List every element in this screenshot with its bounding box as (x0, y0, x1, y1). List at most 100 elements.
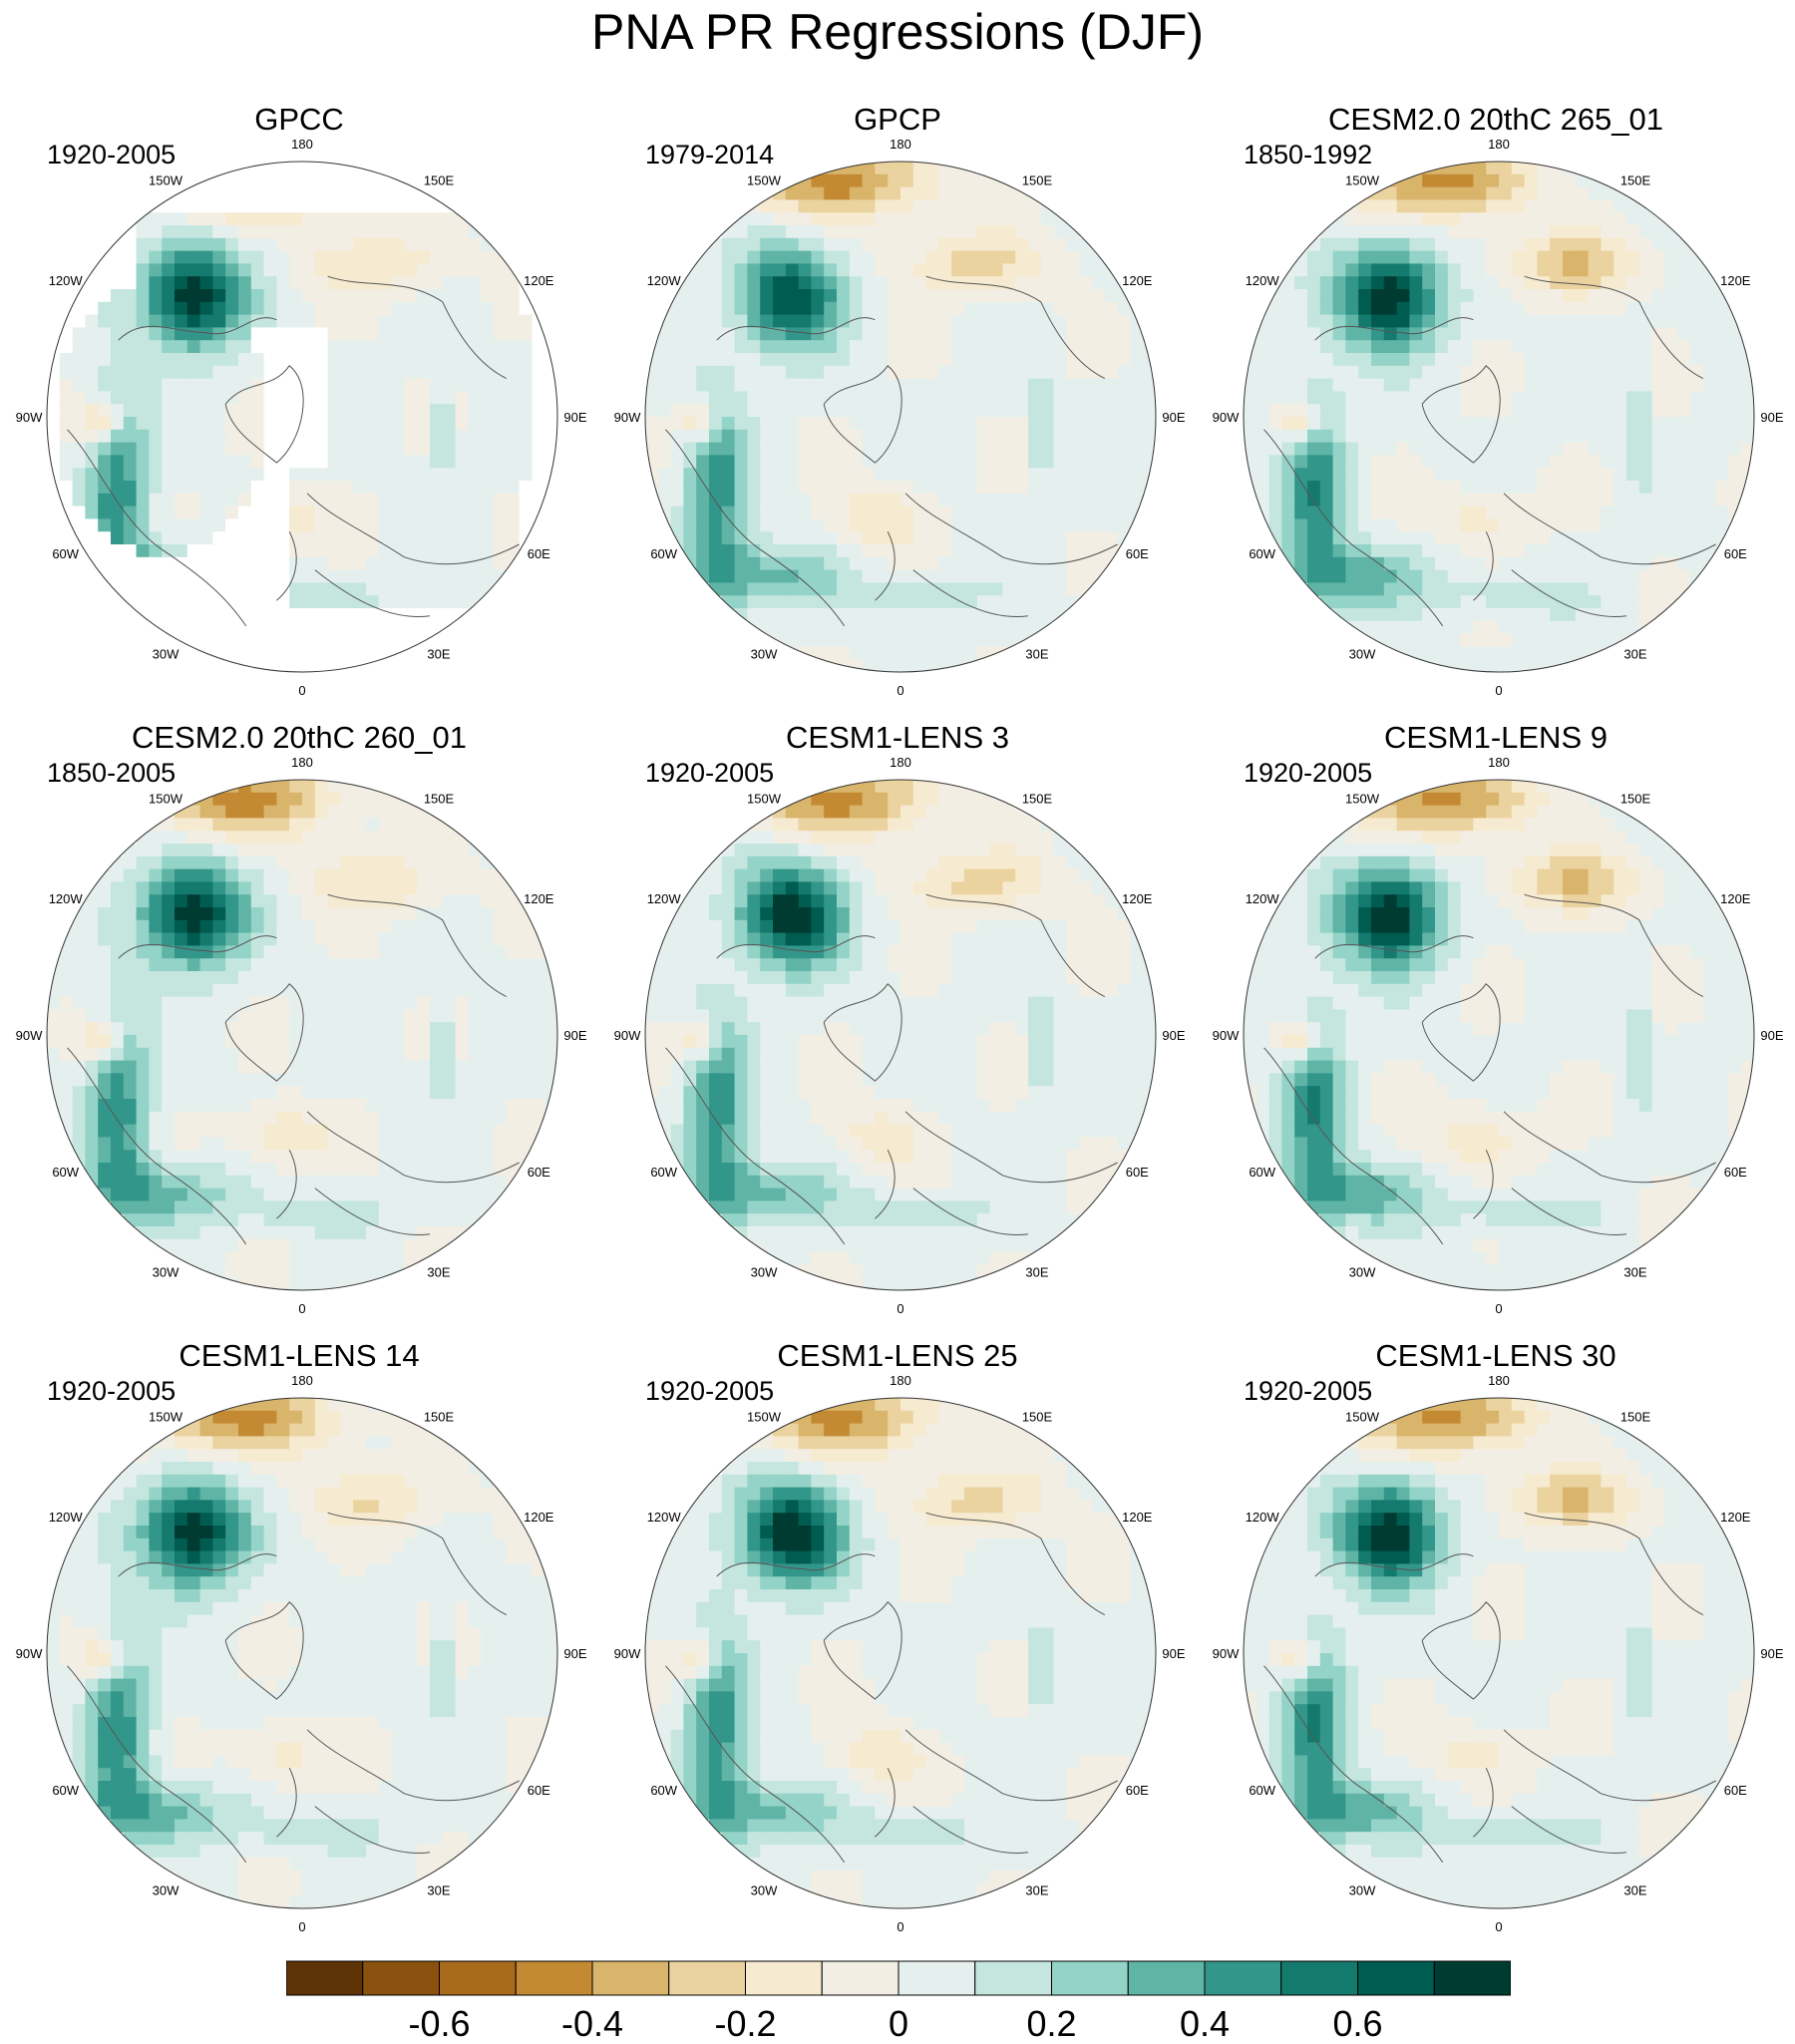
longitude-label: 30E (427, 646, 450, 661)
panel-title: CESM1-LENS 14 (0, 1336, 598, 1376)
panel-period: 1850-2005 (47, 756, 176, 790)
longitude-label: 150W (149, 1410, 183, 1425)
longitude-label: 60E (1724, 1165, 1747, 1180)
colorbar-bin (440, 1961, 517, 1995)
longitude-label: 60E (528, 546, 550, 561)
longitude-label: 90W (1213, 1028, 1240, 1043)
longitude-label: 90W (16, 1646, 43, 1661)
panel-period: 1920-2005 (1244, 756, 1372, 790)
longitude-label: 120E (524, 891, 554, 906)
longitude-label: 30W (1349, 646, 1376, 661)
colorbar-bin (746, 1961, 823, 1995)
longitude-label: 120E (1122, 273, 1153, 288)
longitude-label: 150W (747, 1410, 782, 1425)
longitude-label: 0 (298, 683, 305, 698)
longitude-label: 60W (650, 546, 677, 561)
colorbar-tick-label: 0.4 (1145, 2004, 1264, 2044)
panel-title: CESM2.0 20thC 260_01 (0, 718, 598, 758)
longitude-label: 0 (298, 1301, 305, 1316)
colorbar (286, 1960, 1511, 1996)
panel-title: CESM1-LENS 3 (598, 718, 1197, 758)
longitude-label: 60E (528, 1165, 550, 1180)
panel-period: 1920-2005 (47, 1374, 176, 1408)
longitude-label: 60E (528, 1783, 550, 1798)
longitude-label: 90W (16, 1028, 43, 1043)
colorbar-tick-label: -0.4 (533, 2004, 652, 2044)
longitude-label: 150E (1620, 1410, 1651, 1425)
longitude-label: 150E (1022, 792, 1053, 807)
longitude-label: 30E (1025, 1882, 1048, 1897)
longitude-label: 60E (1724, 546, 1747, 561)
colorbar-bin (516, 1961, 592, 1995)
longitude-label: 30W (153, 1264, 180, 1279)
longitude-label: 30W (1349, 1264, 1376, 1279)
colorbar-tick-label: -0.6 (380, 2004, 500, 2044)
longitude-label: 120E (1720, 1510, 1751, 1525)
longitude-label: 150E (1022, 173, 1053, 188)
panel-title: CESM2.0 20thC 265_01 (1197, 100, 1795, 140)
panel-title: GPCC (0, 100, 598, 140)
precip-field (47, 162, 558, 673)
panel-period: 1920-2005 (1244, 1374, 1372, 1408)
longitude-label: 120W (1246, 891, 1280, 906)
colorbar-bin (1205, 1961, 1281, 1995)
longitude-label: 90E (1760, 1646, 1783, 1661)
precip-field (645, 162, 1157, 673)
longitude-label: 150W (747, 792, 782, 807)
longitude-label: 30W (751, 1264, 778, 1279)
longitude-label: 60E (1724, 1783, 1747, 1798)
longitude-label: 120W (49, 1510, 84, 1525)
longitude-label: 90E (563, 1028, 586, 1043)
longitude-label: 150W (149, 792, 183, 807)
longitude-label: 90E (1162, 1028, 1185, 1043)
longitude-label: 90E (1162, 1646, 1185, 1661)
colorbar-bin (1052, 1961, 1129, 1995)
longitude-label: 0 (1495, 1919, 1502, 1934)
longitude-label: 150E (424, 1410, 455, 1425)
longitude-label: 60W (1249, 1783, 1275, 1798)
longitude-label: 60E (1126, 546, 1149, 561)
colorbar-bin (1434, 1961, 1511, 1995)
longitude-label: 60W (650, 1165, 677, 1180)
longitude-label: 90E (563, 1646, 586, 1661)
precip-field (645, 1398, 1157, 1909)
longitude-label: 60W (52, 546, 79, 561)
longitude-label: 150E (424, 173, 455, 188)
longitude-label: 90E (563, 410, 586, 425)
panel-period: 1920-2005 (47, 138, 176, 171)
colorbar-bin (1281, 1961, 1358, 1995)
precip-field (47, 780, 558, 1291)
colorbar-bin (669, 1961, 746, 1995)
longitude-label: 60E (1126, 1783, 1149, 1798)
page-title: PNA PR Regressions (DJF) (0, 2, 1795, 62)
longitude-label: 90E (1162, 410, 1185, 425)
longitude-label: 60W (1249, 1165, 1275, 1180)
longitude-label: 60W (52, 1165, 79, 1180)
panel-period: 1979-2014 (645, 138, 774, 171)
colorbar-tick-label: 0.6 (1298, 2004, 1418, 2044)
precip-field (1244, 780, 1755, 1291)
longitude-label: 150E (1620, 173, 1651, 188)
longitude-label: 60E (1126, 1165, 1149, 1180)
longitude-label: 0 (897, 1919, 903, 1934)
longitude-label: 120W (49, 273, 84, 288)
longitude-label: 30E (1025, 646, 1048, 661)
colorbar-tick-label: 0.2 (992, 2004, 1112, 2044)
colorbar-bin (592, 1961, 669, 1995)
longitude-label: 120W (49, 891, 84, 906)
longitude-label: 150W (1345, 173, 1380, 188)
